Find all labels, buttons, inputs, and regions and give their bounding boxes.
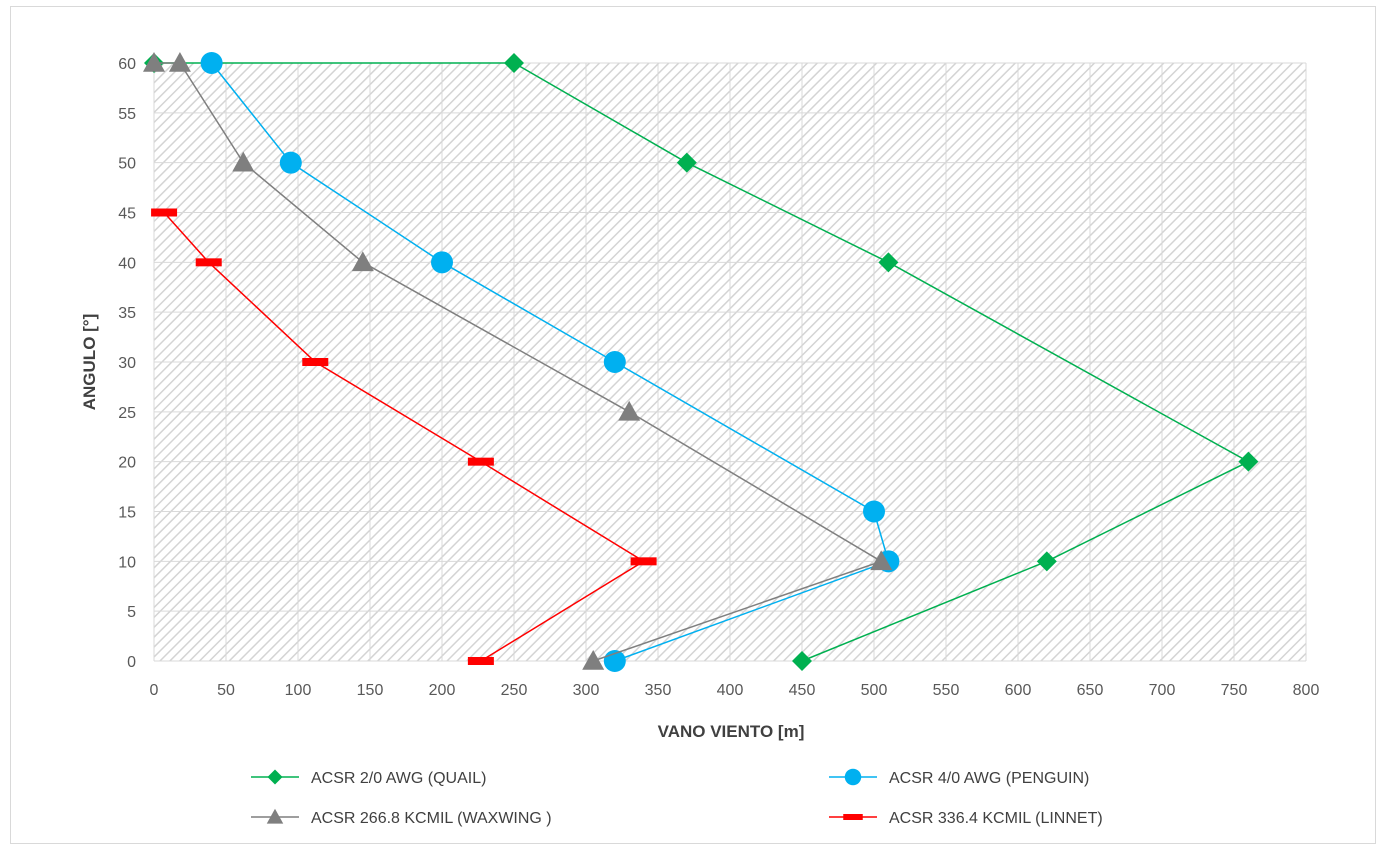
triangle-marker: [351, 251, 374, 272]
triangle-marker: [232, 151, 255, 172]
legend-item: ACSR 336.4 KCMIL (LINNET): [829, 810, 1103, 827]
legend-item: ACSR 2/0 AWG (QUAIL): [251, 769, 486, 787]
diamond-marker: [1036, 551, 1057, 572]
circle-marker: [863, 500, 885, 523]
triangle-marker: [618, 400, 641, 421]
y-tick-label: 50: [118, 156, 136, 173]
y-axis-title: ANGULO [°]: [80, 314, 99, 411]
y-tick-label: 0: [127, 654, 136, 671]
x-tick-labels: 0 50 100 150 200 250 300 350 400 450 500 550 600 650 7…: [150, 682, 1320, 699]
y-tick-label: 60: [118, 56, 136, 73]
legend-label: ACSR 4/0 AWG (PENGUIN): [889, 770, 1089, 787]
x-tick-label: 250: [501, 682, 528, 699]
y-tick-label: 15: [118, 505, 136, 522]
x-tick-label: 50: [217, 682, 235, 699]
y-tick-label: 35: [118, 305, 136, 322]
legend-label: ACSR 266.8 KCMIL (WAXWING ): [311, 810, 552, 827]
diamond-marker: [792, 651, 812, 671]
diamond-marker: [878, 252, 899, 273]
dash-marker: [151, 208, 178, 217]
legend-label: ACSR 336.4 KCMIL (LINNET): [889, 810, 1103, 827]
triangle-marker: [266, 808, 284, 824]
diamond-marker: [676, 152, 697, 173]
circle-marker: [844, 768, 862, 786]
legend-label: ACSR 2/0 AWG (QUAIL): [311, 770, 486, 787]
legend-item: ACSR 4/0 AWG (PENGUIN): [829, 768, 1089, 787]
x-tick-label: 700: [1149, 682, 1176, 699]
x-tick-label: 750: [1221, 682, 1248, 699]
dash-marker: [467, 657, 494, 665]
x-tick-label: 300: [573, 682, 600, 699]
legend: ACSR 2/0 AWG (QUAIL) ACSR 4/0 AWG (PENGUI…: [251, 768, 1103, 827]
x-tick-label: 150: [357, 682, 384, 699]
series-0: [144, 53, 1259, 671]
circle-marker: [431, 251, 453, 274]
x-tick-label: 800: [1293, 682, 1320, 699]
y-tick-label: 25: [118, 405, 136, 422]
triangle-marker: [582, 650, 605, 670]
x-tick-label: 200: [429, 682, 456, 699]
series-1: [200, 52, 900, 672]
dash-marker: [195, 258, 222, 267]
circle-marker: [200, 52, 223, 74]
dash-marker: [302, 358, 329, 366]
x-axis-title: VANO VIENTO [m]: [658, 722, 805, 741]
y-tick-label: 45: [118, 206, 136, 223]
triangle-marker: [168, 52, 191, 72]
x-tick-label: 650: [1077, 682, 1104, 699]
y-tick-label: 20: [118, 455, 136, 472]
series-layer: [143, 52, 1259, 672]
y-tick-label: 30: [118, 355, 136, 372]
x-tick-label: 100: [285, 682, 312, 699]
chart: 0 50 100 150 200 250 300 350 400 450 500 550 600 650 7…: [80, 52, 1320, 827]
x-tick-label: 600: [1005, 682, 1032, 699]
y-tick-label: 40: [118, 255, 136, 272]
diamond-marker: [504, 53, 524, 73]
y-tick-label: 55: [118, 106, 136, 123]
y-tick-label: 10: [118, 554, 136, 571]
diamond-marker: [267, 769, 283, 785]
circle-marker: [279, 151, 302, 174]
y-tick-labels: 0 5 10 15 20 25 30 35 40 45 50 55 60: [118, 56, 136, 671]
dash-marker: [630, 557, 657, 566]
circle-marker: [603, 351, 626, 373]
x-tick-label: 400: [717, 682, 744, 699]
triangle-marker: [143, 52, 165, 72]
legend-item: ACSR 266.8 KCMIL (WAXWING ): [251, 808, 552, 827]
series-2: [143, 52, 893, 670]
chart-frame: 0 50 100 150 200 250 300 350 400 450 500 550 600 650 7…: [10, 6, 1376, 844]
series-3: [151, 208, 657, 665]
series-line: [163, 211, 646, 662]
x-tick-label: 0: [150, 682, 159, 699]
x-tick-label: 550: [933, 682, 960, 699]
dash-marker: [843, 814, 863, 820]
dash-marker: [467, 457, 494, 466]
diamond-marker: [1238, 451, 1259, 472]
triangle-marker: [870, 550, 893, 571]
y-tick-label: 5: [127, 604, 136, 621]
x-tick-label: 450: [789, 682, 816, 699]
x-tick-label: 500: [861, 682, 888, 699]
x-tick-label: 350: [645, 682, 672, 699]
